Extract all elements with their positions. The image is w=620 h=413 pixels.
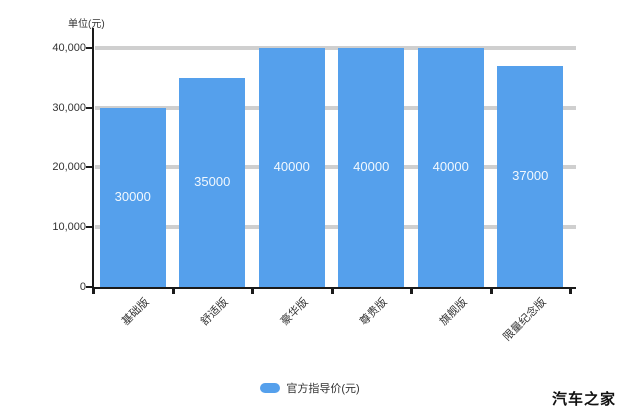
y-axis-tick [86, 106, 92, 109]
x-axis-tick [171, 289, 175, 294]
bar[interactable]: 35000 [179, 77, 246, 287]
x-axis-tick [410, 289, 413, 294]
x-axis-label: 限量纪念版 [501, 296, 549, 344]
x-axis-label: 基础版 [119, 296, 152, 328]
y-axis-tick-label: 10,000 [52, 221, 86, 234]
y-axis-tick-label: 30,000 [52, 101, 86, 114]
y-axis-tick [86, 46, 92, 49]
bar-value-label: 40000 [432, 159, 469, 175]
bar-value-label: 40000 [273, 159, 310, 175]
y-axis-tick [86, 166, 92, 169]
x-axis-tick [251, 289, 254, 294]
watermark-autohome: 汽车之家 [551, 391, 616, 408]
bar[interactable]: 40000 [258, 47, 325, 287]
bar[interactable]: 37000 [497, 65, 564, 287]
bar[interactable]: 40000 [338, 47, 405, 287]
x-axis-line [92, 287, 576, 289]
x-axis-label: 舒适版 [199, 296, 231, 328]
y-axis-line [92, 28, 94, 289]
bar-value-label: 30000 [114, 189, 151, 205]
y-axis-unit-label: 单位(元) [68, 19, 105, 30]
bar[interactable]: 30000 [99, 107, 166, 287]
x-axis-tick [489, 289, 493, 294]
y-axis-tick-label: 40,000 [52, 41, 86, 54]
bar-value-label: 37000 [512, 168, 549, 184]
y-gridline [95, 165, 576, 170]
bar-value-label: 35000 [194, 174, 231, 190]
x-axis-label: 旗舰版 [437, 296, 470, 328]
bar[interactable]: 40000 [417, 47, 484, 287]
y-axis-tick [86, 226, 92, 229]
legend[interactable]: 官方指导价(元) [0, 380, 620, 396]
y-axis-tick [86, 286, 92, 288]
legend-label: 官方指导价(元) [286, 383, 360, 395]
x-axis-label: 尊贵版 [358, 296, 390, 328]
x-axis-tick [569, 289, 572, 294]
x-axis-tick [92, 289, 95, 294]
y-gridline [95, 225, 576, 230]
y-axis-tick-label: 20,000 [52, 161, 86, 174]
bar-value-label: 40000 [353, 159, 390, 175]
y-gridline [95, 45, 576, 50]
x-axis-label: 豪华版 [278, 296, 311, 328]
legend-swatch [260, 383, 281, 393]
y-axis-tick-label: 0 [79, 281, 86, 293]
x-axis-tick [330, 289, 334, 294]
y-gridline [95, 105, 576, 110]
